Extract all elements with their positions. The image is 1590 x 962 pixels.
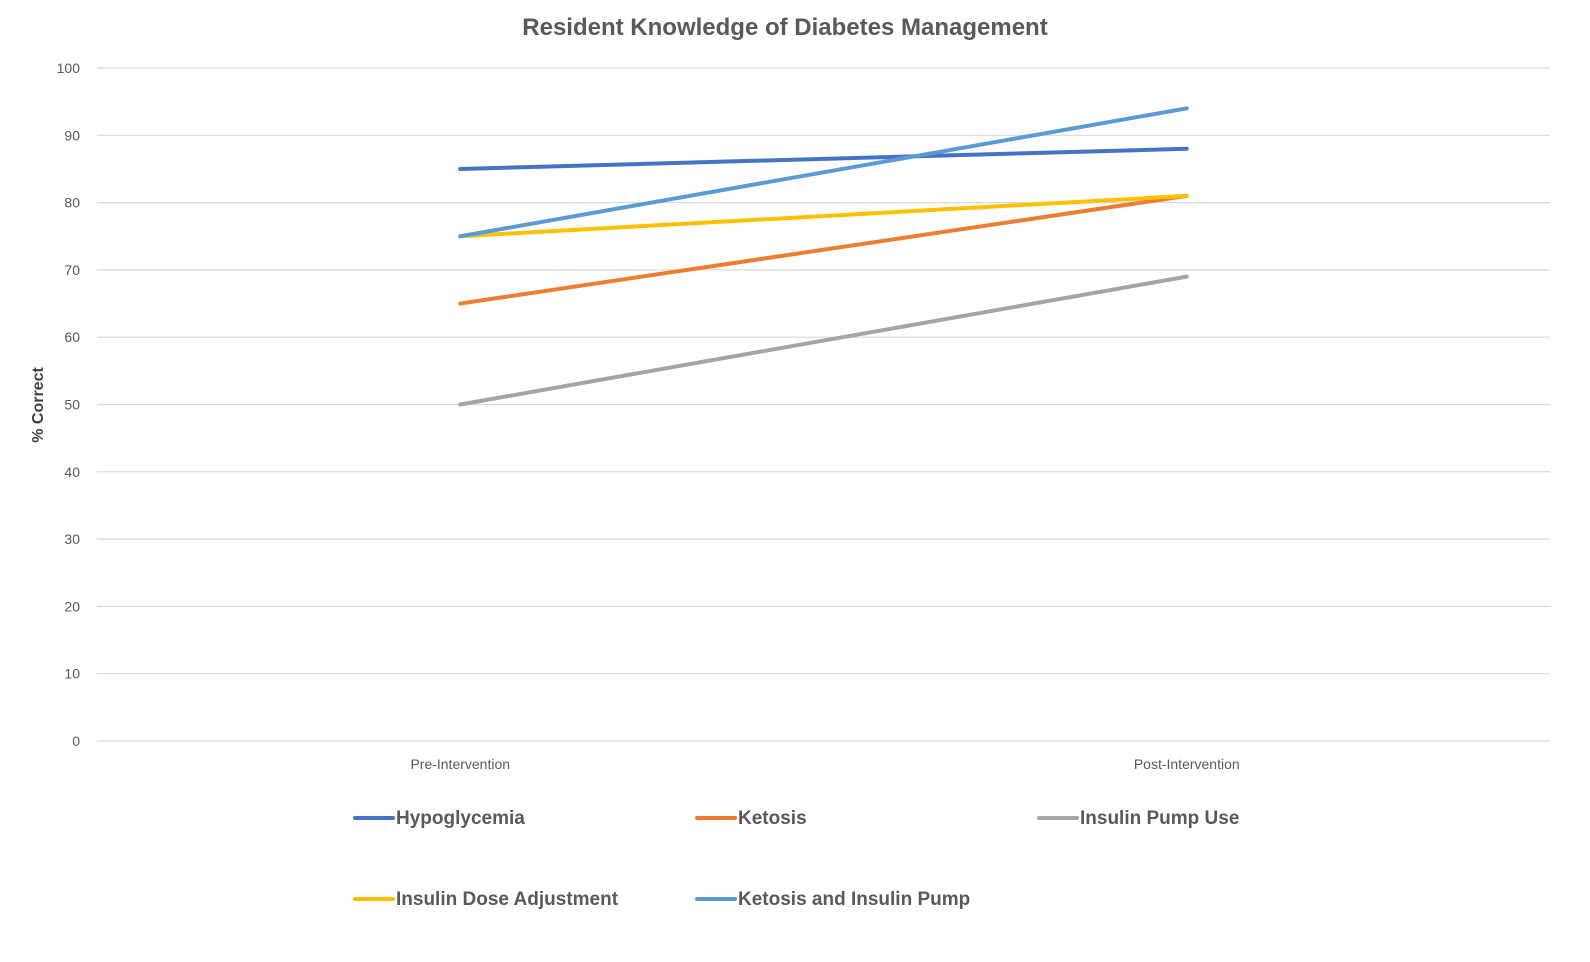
legend-label: Insulin Dose Adjustment bbox=[396, 889, 619, 910]
legend-item: Insulin Dose Adjustment bbox=[353, 889, 619, 910]
x-axis-ticks: Pre-Intervention Post-Intervention bbox=[410, 756, 1239, 772]
series-lines bbox=[458, 106, 1189, 407]
series-line bbox=[458, 193, 1189, 239]
y-axis-title: % Correct bbox=[30, 367, 47, 443]
legend-item: Hypoglycemia bbox=[353, 808, 525, 829]
legend-item: Ketosis and Insulin Pump bbox=[695, 889, 970, 910]
series-line bbox=[458, 274, 1189, 407]
y-tick-label: 70 bbox=[64, 262, 80, 278]
y-tick-label: 10 bbox=[64, 666, 80, 682]
legend-label: Insulin Pump Use bbox=[1080, 808, 1239, 829]
y-tick-label: 100 bbox=[57, 60, 81, 76]
y-tick-label: 80 bbox=[64, 195, 80, 211]
y-tick-label: 40 bbox=[64, 464, 80, 480]
gridlines bbox=[97, 67, 1550, 742]
legend-item: Insulin Pump Use bbox=[1037, 808, 1239, 829]
y-axis-ticks: 0 10 20 30 40 50 60 70 80 90 100 bbox=[57, 60, 81, 749]
x-tick-label: Pre-Intervention bbox=[410, 756, 510, 772]
y-tick-label: 60 bbox=[64, 329, 80, 345]
chart-title: Resident Knowledge of Diabetes Managemen… bbox=[522, 14, 1047, 41]
legend-label: Hypoglycemia bbox=[396, 808, 525, 829]
y-tick-label: 50 bbox=[64, 397, 80, 413]
x-tick-label: Post-Intervention bbox=[1134, 756, 1240, 772]
series-line bbox=[458, 106, 1189, 239]
series-line bbox=[458, 146, 1189, 171]
y-tick-label: 90 bbox=[64, 127, 80, 143]
legend-label: Ketosis and Insulin Pump bbox=[738, 889, 970, 910]
series-line bbox=[458, 193, 1189, 306]
legend-item: Ketosis bbox=[695, 808, 807, 829]
y-tick-label: 30 bbox=[64, 531, 80, 547]
y-tick-label: 20 bbox=[64, 598, 80, 614]
legend: Hypoglycemia Ketosis Insulin Pump Use Insul… bbox=[353, 808, 1239, 910]
legend-label: Ketosis bbox=[738, 808, 807, 829]
y-tick-label: 0 bbox=[72, 733, 80, 749]
